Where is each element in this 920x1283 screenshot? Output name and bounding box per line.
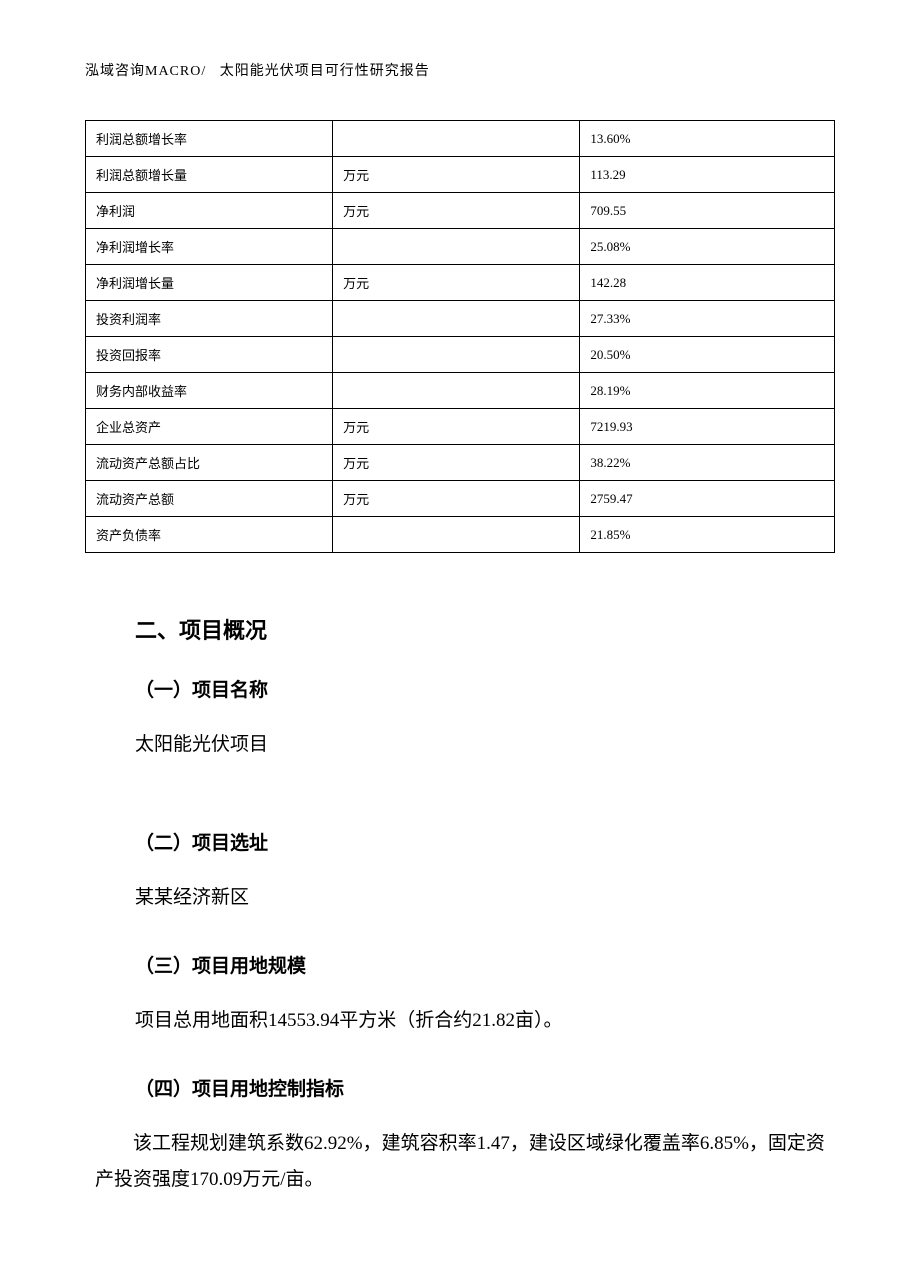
document-page: 泓域咨询MACRO/ 太阳能光伏项目可行性研究报告 利润总额增长率 13.60%… <box>0 0 920 1283</box>
cell-value: 2759.47 <box>580 481 835 517</box>
cell-value: 21.85% <box>580 517 835 553</box>
cell-value: 13.60% <box>580 121 835 157</box>
cell-unit: 万元 <box>333 481 580 517</box>
cell-value: 113.29 <box>580 157 835 193</box>
cell-unit: 万元 <box>333 409 580 445</box>
table-body: 利润总额增长率 13.60% 利润总额增长量 万元 113.29 净利润 万元 … <box>86 121 835 553</box>
cell-unit: 万元 <box>333 193 580 229</box>
subheading-site-selection: （二）项目选址 <box>135 828 835 855</box>
table-row: 资产负债率 21.85% <box>86 517 835 553</box>
text-project-name: 太阳能光伏项目 <box>135 727 835 763</box>
subheading-project-name: （一）项目名称 <box>135 675 835 702</box>
cell-label: 资产负债率 <box>86 517 333 553</box>
section-heading-overview: 二、项目概况 <box>135 613 835 645</box>
cell-label: 利润总额增长率 <box>86 121 333 157</box>
cell-value: 25.08% <box>580 229 835 265</box>
financial-data-table: 利润总额增长率 13.60% 利润总额增长量 万元 113.29 净利润 万元 … <box>85 120 835 553</box>
cell-label: 净利润增长率 <box>86 229 333 265</box>
cell-label: 企业总资产 <box>86 409 333 445</box>
table-row: 财务内部收益率 28.19% <box>86 373 835 409</box>
cell-label: 流动资产总额 <box>86 481 333 517</box>
cell-label: 净利润增长量 <box>86 265 333 301</box>
table-row: 净利润增长率 25.08% <box>86 229 835 265</box>
subheading-land-scale: （三）项目用地规模 <box>135 951 835 978</box>
cell-unit <box>333 517 580 553</box>
cell-unit <box>333 121 580 157</box>
cell-unit <box>333 301 580 337</box>
spacer <box>85 798 835 828</box>
cell-value: 20.50% <box>580 337 835 373</box>
header-title: 太阳能光伏项目可行性研究报告 <box>220 64 430 79</box>
cell-value: 7219.93 <box>580 409 835 445</box>
table-row: 流动资产总额占比 万元 38.22% <box>86 445 835 481</box>
cell-value: 142.28 <box>580 265 835 301</box>
cell-unit: 万元 <box>333 157 580 193</box>
table-row: 利润总额增长量 万元 113.29 <box>86 157 835 193</box>
cell-unit: 万元 <box>333 265 580 301</box>
text-site-selection: 某某经济新区 <box>135 880 835 916</box>
table-row: 企业总资产 万元 7219.93 <box>86 409 835 445</box>
cell-label: 投资利润率 <box>86 301 333 337</box>
cell-value: 27.33% <box>580 301 835 337</box>
cell-label: 投资回报率 <box>86 337 333 373</box>
cell-unit: 万元 <box>333 445 580 481</box>
header-company: 泓域咨询MACRO/ <box>85 64 206 79</box>
cell-label: 利润总额增长量 <box>86 157 333 193</box>
table-row: 投资回报率 20.50% <box>86 337 835 373</box>
cell-value: 38.22% <box>580 445 835 481</box>
cell-unit <box>333 373 580 409</box>
cell-unit <box>333 229 580 265</box>
table-row: 净利润 万元 709.55 <box>86 193 835 229</box>
table-row: 投资利润率 27.33% <box>86 301 835 337</box>
text-land-scale: 项目总用地面积14553.94平方米（折合约21.82亩）。 <box>135 1003 835 1039</box>
cell-label: 净利润 <box>86 193 333 229</box>
cell-unit <box>333 337 580 373</box>
cell-value: 28.19% <box>580 373 835 409</box>
page-header: 泓域咨询MACRO/ 太阳能光伏项目可行性研究报告 <box>85 60 835 80</box>
subheading-land-control: （四）项目用地控制指标 <box>135 1074 835 1101</box>
table-row: 流动资产总额 万元 2759.47 <box>86 481 835 517</box>
text-land-control: 该工程规划建筑系数62.92%，建筑容积率1.47，建设区域绿化覆盖率6.85%… <box>95 1126 835 1198</box>
cell-label: 财务内部收益率 <box>86 373 333 409</box>
cell-value: 709.55 <box>580 193 835 229</box>
table-row: 利润总额增长率 13.60% <box>86 121 835 157</box>
table-row: 净利润增长量 万元 142.28 <box>86 265 835 301</box>
cell-label: 流动资产总额占比 <box>86 445 333 481</box>
